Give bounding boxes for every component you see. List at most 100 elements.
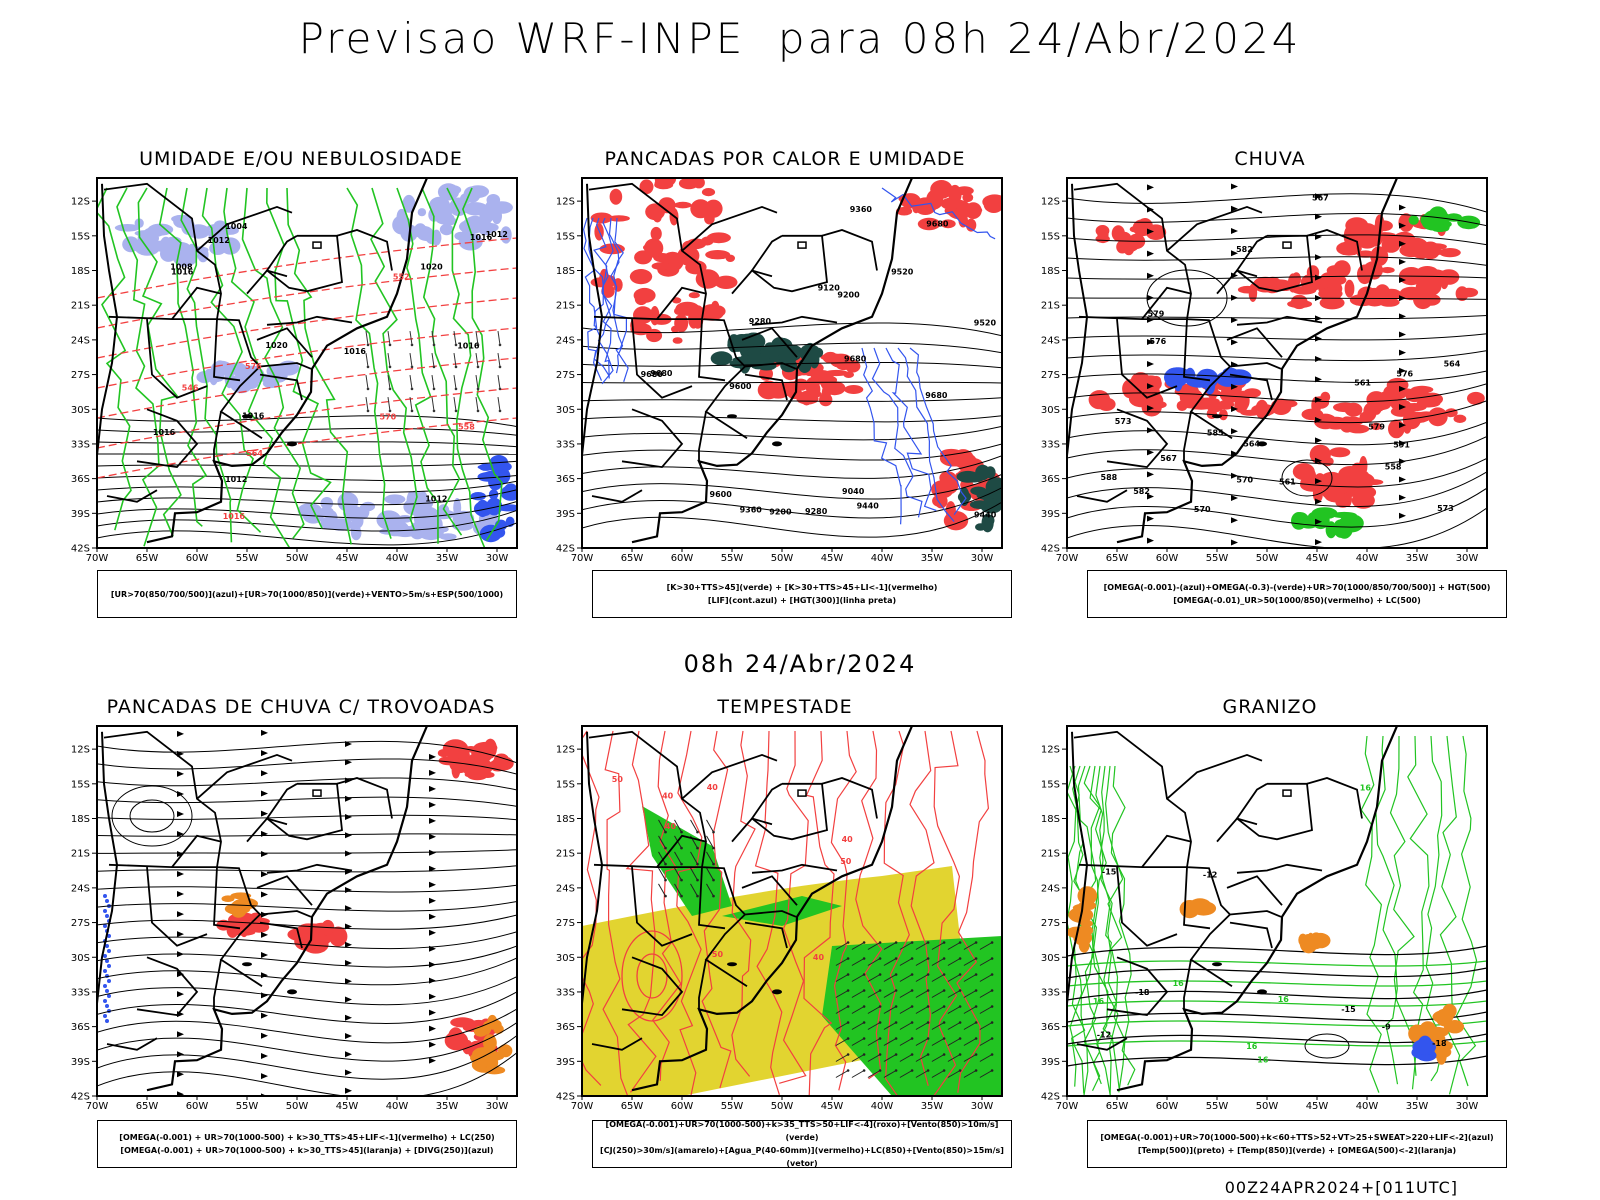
streamline xyxy=(97,814,517,821)
wind-vector xyxy=(947,1070,961,1078)
height-contour xyxy=(582,455,1002,479)
streamline-arrow xyxy=(1399,367,1406,374)
wind-vector-head xyxy=(942,941,946,944)
lagoon xyxy=(772,989,782,995)
streamline-arrow xyxy=(177,730,184,737)
political-border xyxy=(1116,319,1178,399)
temp-500-contour xyxy=(1067,945,1487,957)
pressure-cell xyxy=(1281,459,1333,497)
wind-vector xyxy=(947,1038,961,1046)
temp-500-contour xyxy=(1067,1055,1487,1067)
lon-tick-label: 50W xyxy=(771,553,794,564)
instability-area xyxy=(917,217,941,231)
panel-title-5: TEMPESTADE xyxy=(717,696,853,718)
wind-vector-head xyxy=(926,989,930,992)
streamline-arrow xyxy=(261,810,268,817)
lat-tick-label: 36S xyxy=(1041,1022,1060,1033)
political-border xyxy=(750,782,828,841)
lon-tick-label: 30W xyxy=(486,553,509,564)
lon-tick-label: 35W xyxy=(921,553,944,564)
streamline-arrow xyxy=(345,1032,352,1039)
divergence-point xyxy=(105,899,109,903)
streamline-arrow xyxy=(1315,437,1322,444)
andes-border xyxy=(97,183,119,461)
streamline-arrow xyxy=(261,952,268,959)
lon-tick-label: 35W xyxy=(436,1101,459,1112)
rain-area xyxy=(1399,403,1422,412)
streamline-arrow xyxy=(429,1057,436,1064)
divergence-point xyxy=(107,964,111,968)
map-chuva: 588 591 585 582 579 576 573 570 567 564 561 558 579 5… xyxy=(1041,177,1488,564)
wind-vector-head xyxy=(388,387,392,391)
wind-vector xyxy=(931,974,945,982)
lat-tick-label: 30S xyxy=(556,405,575,416)
wind-vector-head xyxy=(432,365,436,369)
lat-tick-label: 24S xyxy=(1041,335,1060,346)
wind-vector-head xyxy=(410,387,414,391)
legend-line: [OMEGA(-0.001) + UR>70(1000-500) + k>30_… xyxy=(119,1133,495,1142)
lon-tick-label: 40W xyxy=(386,1101,409,1112)
contour-label: 1004 xyxy=(225,222,248,231)
streamline-arrow xyxy=(261,871,268,878)
rain-area xyxy=(1356,250,1375,258)
political-border xyxy=(265,782,343,841)
instability-area xyxy=(633,287,656,303)
contour-label: 9680 xyxy=(650,369,673,378)
andes-border xyxy=(582,731,604,1009)
contour-label: 1012 xyxy=(208,236,230,245)
streamline-arrow xyxy=(261,830,268,837)
streamline-arrow xyxy=(261,790,268,797)
wind-vector xyxy=(475,353,479,367)
wind-vector xyxy=(899,1038,913,1046)
political-border xyxy=(136,956,199,1017)
lat-tick-label: 36S xyxy=(71,474,90,485)
streamline-arrow xyxy=(345,759,352,766)
humidity-high-area xyxy=(463,202,489,216)
temp-500-contour xyxy=(1067,967,1487,979)
wind-vector xyxy=(931,942,945,950)
coastline xyxy=(146,726,429,1092)
streamline-arrow xyxy=(1147,250,1154,257)
lon-tick-label: 35W xyxy=(921,1101,944,1112)
lat-tick-label: 12S xyxy=(71,745,90,756)
lat-tick-label: 18S xyxy=(71,266,90,277)
streamline-arrow xyxy=(1399,458,1406,465)
main-title: Previsao WRF-INPE para 08h 24/Abr/2024 xyxy=(298,14,1302,63)
political-border xyxy=(1116,867,1178,947)
wind-vector xyxy=(475,375,479,389)
wind-vector xyxy=(409,375,413,389)
precipitable-water-contour xyxy=(701,730,732,1089)
streamline-arrow xyxy=(1315,254,1322,261)
wind-vector xyxy=(851,958,865,966)
wind-vector xyxy=(851,1054,865,1062)
instability-area xyxy=(704,212,715,225)
instability-area xyxy=(645,203,665,221)
rain-area xyxy=(1399,243,1424,258)
streamline-arrow xyxy=(345,941,352,948)
contour-label: 1012 xyxy=(425,495,447,504)
contour-label: 573 xyxy=(1437,504,1454,513)
humidity-high-area xyxy=(406,491,416,510)
instability-area xyxy=(843,371,854,378)
wind-vector xyxy=(979,1006,993,1014)
lon-tick-label: 70W xyxy=(1056,553,1079,564)
streamline xyxy=(97,796,517,807)
wind-vector xyxy=(497,375,501,389)
wind-vector xyxy=(497,331,501,345)
wind-vector xyxy=(915,1022,929,1030)
rain-area xyxy=(1351,492,1375,509)
political-border xyxy=(741,875,798,906)
thunderstorm-area xyxy=(448,1027,464,1046)
contour-label: 582 xyxy=(1236,245,1253,254)
wind-vector xyxy=(883,1006,897,1014)
lat-tick-label: 27S xyxy=(71,918,90,929)
instability-area xyxy=(678,178,699,190)
precipitable-water-contour xyxy=(651,730,682,1081)
isobar xyxy=(97,415,517,428)
map-granizo: 16 16 16 16 16 16 -12 -15 -18 -9 -12 -15 -18 12S 15S 18… xyxy=(1041,725,1488,1112)
streamline-arrow xyxy=(345,832,352,839)
political-border xyxy=(1216,269,1258,295)
lagoon xyxy=(772,441,782,447)
wind-vector xyxy=(979,990,993,998)
lon-tick-label: 70W xyxy=(86,553,109,564)
